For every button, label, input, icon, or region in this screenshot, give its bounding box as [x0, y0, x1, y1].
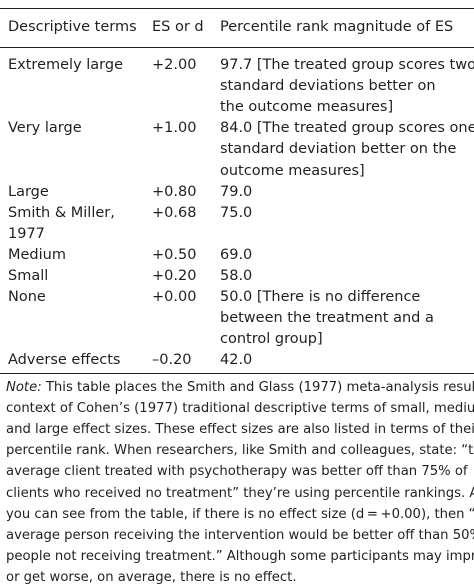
cell-line: 69.0: [220, 246, 253, 263]
cell-line: the outcome measures]: [220, 99, 394, 116]
cell-line: +1.00: [152, 120, 197, 137]
note-line: average person receiving the interventio…: [6, 527, 474, 543]
note-first-line: Note: This table places the Smith and Gl…: [6, 377, 474, 398]
cell-line: Small: [8, 268, 49, 284]
cell-line: control group]: [220, 331, 323, 348]
cell-line: standard deviations better on: [220, 78, 436, 95]
cell-line: 42.0: [220, 352, 253, 369]
rule-bottom: [0, 373, 474, 374]
note-line: percentile rank. When researchers, like …: [6, 443, 474, 459]
note-line: clients who received no treatment” they’…: [6, 485, 474, 501]
cell-line: 58.0: [220, 268, 253, 284]
cell-line: 1977: [8, 225, 45, 242]
rule-header: [0, 47, 474, 48]
note-line: people not receiving treatment.” Althoug…: [6, 548, 474, 564]
cell-line: Adverse effects: [8, 352, 121, 369]
cell-line: +0.00: [152, 289, 197, 306]
cell-line: –0.20: [152, 352, 192, 369]
cell-line: +2.00: [152, 57, 197, 73]
header-cell: ES or d: [152, 19, 204, 35]
rule-top: [0, 8, 474, 9]
cell-line: Large: [8, 183, 49, 200]
note-line: or get worse, on average, there is no ef…: [6, 569, 297, 585]
cell-line: +0.50: [152, 246, 197, 263]
cell-line: None: [8, 289, 46, 306]
note-line: average client treated with psychotherap…: [6, 464, 468, 480]
cell-line: 75.0: [220, 204, 253, 221]
cell-line: outcome measures]: [220, 162, 365, 179]
cell-line: +0.80: [152, 183, 197, 200]
cell-line: 84.0 [The treated group scores one: [220, 120, 474, 137]
cell-line: +0.20: [152, 268, 197, 284]
cell-line: Extremely large: [8, 57, 124, 73]
cell-line: 79.0: [220, 183, 253, 200]
cell-line: Smith & Miller,: [8, 204, 115, 221]
cell-line: Medium: [8, 246, 66, 263]
cell-line: between the treatment and a: [220, 310, 434, 327]
note-text: This table places the Smith and Glass (1…: [41, 380, 474, 395]
note-line: you can see from the table, if there is …: [6, 506, 474, 522]
cell-line: standard deviation better on the: [220, 141, 457, 158]
note-line: context of Cohen’s (1977) traditional de…: [6, 401, 474, 417]
header-cell: Descriptive terms: [8, 19, 137, 35]
cell-line: Very large: [8, 120, 82, 137]
header-cell: Percentile rank magnitude of ES: [220, 19, 454, 35]
cell-line: 50.0 [There is no difference: [220, 289, 421, 306]
cell-line: 97.7 [The treated group scores two: [220, 57, 474, 73]
note-line: and large effect sizes. These effect siz…: [6, 422, 474, 438]
note-label: Note:: [6, 380, 42, 395]
cell-line: +0.68: [152, 204, 197, 221]
